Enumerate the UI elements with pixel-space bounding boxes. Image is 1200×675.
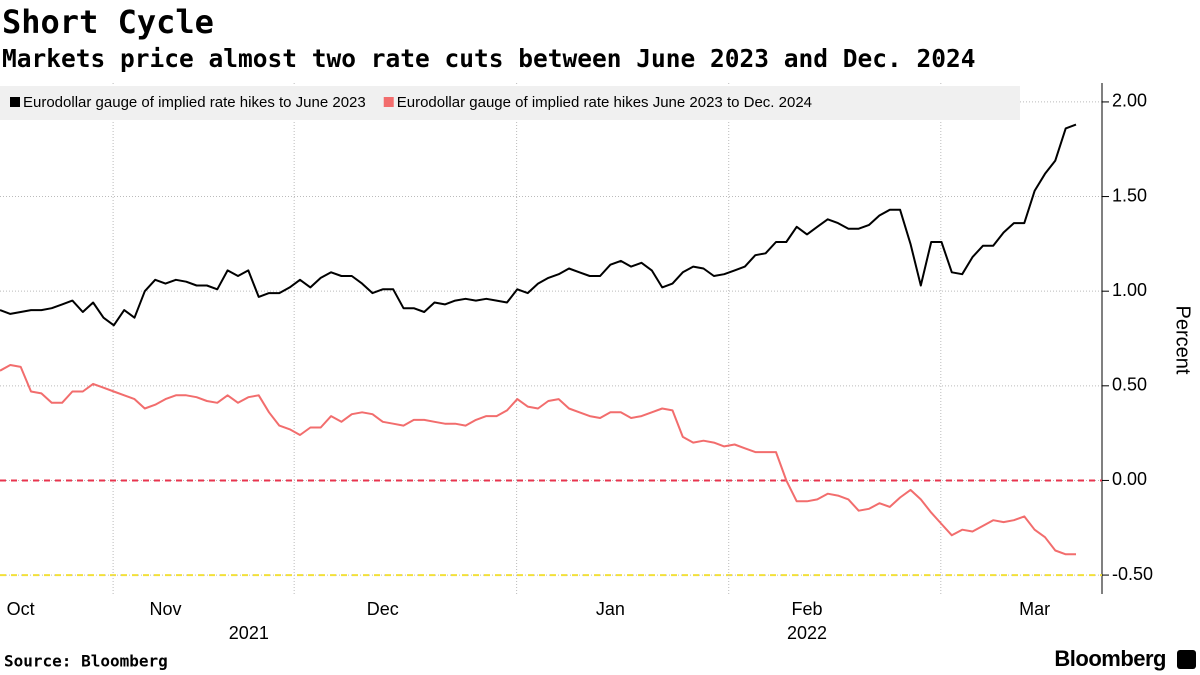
y-tick-label: 2.00 bbox=[1112, 91, 1147, 111]
brand: Bloomberg bbox=[1054, 646, 1166, 671]
y-tick-label: 0.50 bbox=[1112, 375, 1147, 395]
y-tick-label: -0.50 bbox=[1112, 564, 1153, 584]
series-line bbox=[0, 364, 1076, 556]
legend-box bbox=[0, 86, 1020, 120]
chart-subtitle: Markets price almost two rate cuts betwe… bbox=[2, 44, 976, 73]
y-tick-label: 1.00 bbox=[1112, 280, 1147, 300]
legend-swatch bbox=[383, 97, 394, 107]
y-tick-label: 0.00 bbox=[1112, 469, 1147, 489]
x-tick-label: Oct bbox=[7, 599, 35, 619]
series-line bbox=[0, 123, 1077, 327]
legend-label: Eurodollar gauge of implied rate hikes t… bbox=[23, 94, 366, 111]
legend-swatch bbox=[10, 97, 20, 107]
brand-icon bbox=[1177, 650, 1196, 669]
legend-label: Eurodollar gauge of implied rate hikes J… bbox=[397, 94, 812, 111]
year-label: 2022 bbox=[787, 623, 827, 643]
year-label: 2021 bbox=[229, 623, 269, 643]
y-axis-label: Percent bbox=[1172, 306, 1194, 375]
source: Source: Bloomberg bbox=[4, 652, 168, 671]
x-tick-label: Nov bbox=[150, 599, 182, 619]
x-tick-label: Jan bbox=[596, 599, 625, 619]
x-tick-label: Feb bbox=[791, 599, 822, 619]
chart-title: Short Cycle bbox=[2, 3, 214, 41]
x-tick-label: Dec bbox=[367, 599, 399, 619]
x-tick-label: Mar bbox=[1019, 599, 1050, 619]
y-tick-label: 1.50 bbox=[1112, 185, 1147, 205]
